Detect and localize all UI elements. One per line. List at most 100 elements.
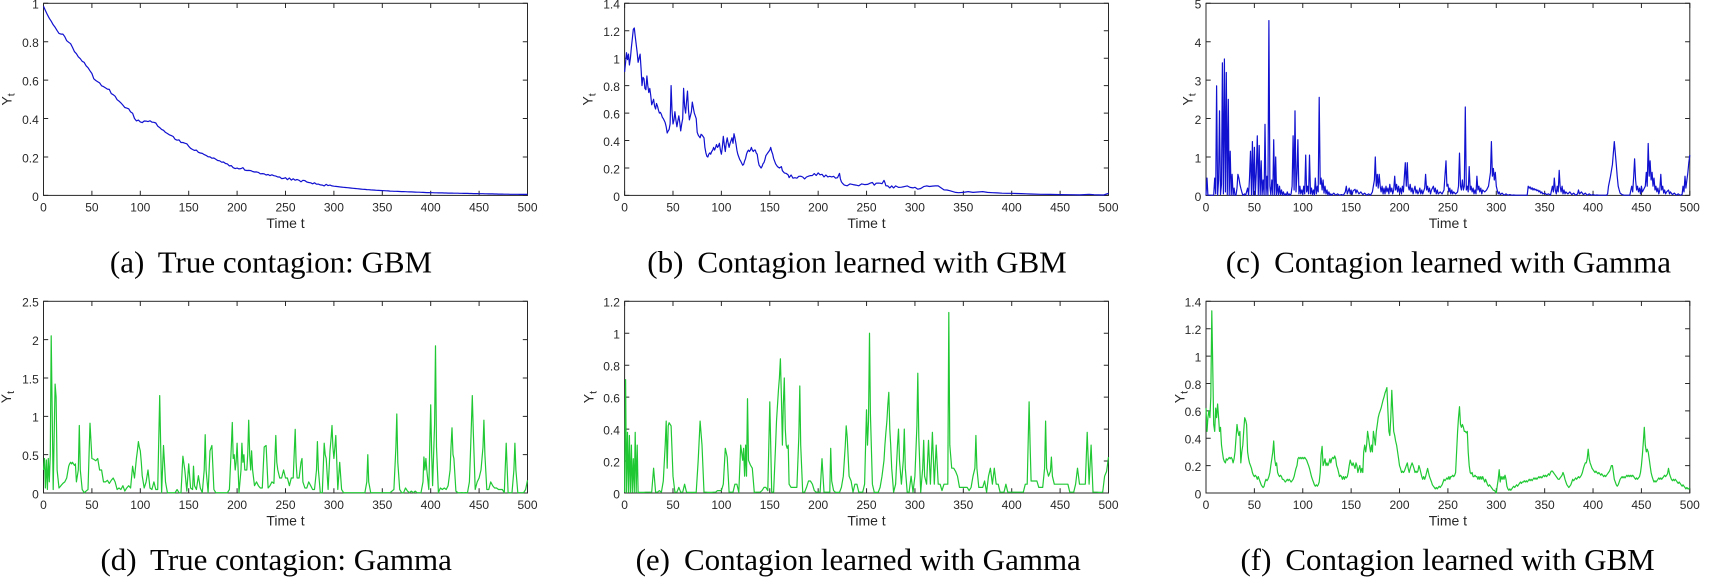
svg-text:300: 300 — [905, 201, 925, 215]
svg-text:200: 200 — [808, 498, 828, 512]
svg-text:0.2: 0.2 — [22, 151, 39, 165]
svg-text:1: 1 — [1195, 151, 1202, 165]
svg-text:100: 100 — [130, 201, 150, 215]
svg-text:0.8: 0.8 — [603, 80, 620, 94]
svg-text:Yt: Yt — [0, 93, 17, 105]
svg-text:450: 450 — [469, 201, 489, 215]
svg-text:4: 4 — [1195, 36, 1202, 50]
svg-text:200: 200 — [227, 201, 247, 215]
svg-text:500: 500 — [1098, 201, 1118, 215]
svg-text:250: 250 — [856, 201, 876, 215]
svg-text:150: 150 — [760, 201, 780, 215]
svg-text:100: 100 — [130, 498, 150, 512]
svg-text:Yt: Yt — [580, 391, 599, 403]
svg-text:50: 50 — [85, 201, 99, 215]
svg-text:2: 2 — [1195, 113, 1202, 127]
svg-text:400: 400 — [1583, 201, 1603, 215]
svg-text:350: 350 — [1535, 201, 1555, 215]
svg-text:0: 0 — [1203, 201, 1210, 215]
svg-text:0.2: 0.2 — [603, 162, 620, 176]
svg-text:0.6: 0.6 — [22, 75, 39, 89]
svg-text:350: 350 — [372, 201, 392, 215]
svg-text:Time t: Time t — [847, 215, 885, 231]
svg-text:350: 350 — [1535, 498, 1555, 512]
svg-text:150: 150 — [179, 201, 199, 215]
svg-text:0: 0 — [621, 498, 628, 512]
svg-text:500: 500 — [1098, 498, 1118, 512]
svg-text:450: 450 — [1631, 498, 1651, 512]
svg-text:0.4: 0.4 — [22, 113, 39, 127]
svg-text:0: 0 — [1195, 190, 1202, 204]
svg-text:450: 450 — [1050, 498, 1070, 512]
svg-text:100: 100 — [711, 498, 731, 512]
svg-text:2: 2 — [32, 334, 39, 348]
svg-text:3: 3 — [1195, 75, 1202, 89]
svg-text:0: 0 — [40, 201, 47, 215]
svg-text:50: 50 — [1248, 498, 1262, 512]
svg-text:Time t: Time t — [1429, 513, 1467, 529]
svg-text:400: 400 — [421, 201, 441, 215]
svg-text:0.2: 0.2 — [1185, 460, 1202, 474]
svg-text:0: 0 — [32, 487, 39, 501]
svg-text:250: 250 — [275, 498, 295, 512]
svg-text:0.8: 0.8 — [22, 36, 39, 50]
svg-text:150: 150 — [179, 498, 199, 512]
svg-text:0: 0 — [621, 201, 628, 215]
svg-text:450: 450 — [469, 498, 489, 512]
svg-text:350: 350 — [372, 498, 392, 512]
svg-text:100: 100 — [711, 201, 731, 215]
svg-text:1.2: 1.2 — [1185, 323, 1202, 337]
svg-text:250: 250 — [856, 498, 876, 512]
svg-text:400: 400 — [1002, 201, 1022, 215]
svg-text:0.4: 0.4 — [603, 424, 620, 438]
svg-text:400: 400 — [421, 498, 441, 512]
svg-text:300: 300 — [324, 498, 344, 512]
svg-text:400: 400 — [1583, 498, 1603, 512]
svg-text:100: 100 — [1293, 201, 1313, 215]
svg-text:300: 300 — [324, 201, 344, 215]
svg-text:350: 350 — [953, 498, 973, 512]
svg-text:200: 200 — [1389, 498, 1409, 512]
svg-text:50: 50 — [666, 498, 680, 512]
svg-text:1: 1 — [32, 411, 39, 425]
svg-text:1: 1 — [613, 328, 620, 342]
svg-text:0.6: 0.6 — [603, 108, 620, 122]
svg-text:Time t: Time t — [266, 215, 304, 231]
svg-text:(c) Contagion learned with Ga: (c) Contagion learned with Gamma — [1226, 244, 1671, 279]
svg-text:0: 0 — [613, 190, 620, 204]
svg-text:50: 50 — [666, 201, 680, 215]
svg-text:Yt: Yt — [579, 93, 598, 105]
svg-text:1.4: 1.4 — [1185, 296, 1202, 310]
svg-text:300: 300 — [1486, 498, 1506, 512]
svg-text:0.8: 0.8 — [603, 360, 620, 374]
svg-text:250: 250 — [1438, 201, 1458, 215]
svg-text:1.4: 1.4 — [603, 0, 620, 12]
svg-text:Time t: Time t — [266, 513, 304, 529]
svg-text:150: 150 — [1341, 498, 1361, 512]
svg-text:200: 200 — [1389, 201, 1409, 215]
svg-text:200: 200 — [227, 498, 247, 512]
svg-text:0.8: 0.8 — [1185, 378, 1202, 392]
svg-text:450: 450 — [1631, 201, 1651, 215]
svg-text:500: 500 — [517, 201, 537, 215]
svg-text:300: 300 — [905, 498, 925, 512]
svg-text:0.4: 0.4 — [1185, 433, 1202, 447]
svg-text:0: 0 — [40, 498, 47, 512]
svg-text:5: 5 — [1195, 0, 1202, 12]
svg-text:0.6: 0.6 — [603, 392, 620, 406]
svg-text:1.2: 1.2 — [603, 296, 620, 310]
svg-text:(e) Contagion learned with Ga: (e) Contagion learned with Gamma — [636, 542, 1081, 577]
svg-text:250: 250 — [275, 201, 295, 215]
svg-text:1: 1 — [613, 53, 620, 67]
svg-text:400: 400 — [1002, 498, 1022, 512]
svg-text:0.6: 0.6 — [1185, 405, 1202, 419]
svg-text:200: 200 — [808, 201, 828, 215]
svg-text:1: 1 — [1195, 351, 1202, 365]
svg-text:(b) Contagion learned with GB: (b) Contagion learned with GBM — [647, 244, 1066, 279]
svg-text:(f) Contagion learned with GB: (f) Contagion learned with GBM — [1240, 542, 1654, 577]
svg-text:150: 150 — [760, 498, 780, 512]
svg-text:50: 50 — [1248, 201, 1262, 215]
svg-text:500: 500 — [517, 498, 537, 512]
svg-text:Yt: Yt — [1180, 93, 1199, 105]
svg-text:0: 0 — [1195, 487, 1202, 501]
